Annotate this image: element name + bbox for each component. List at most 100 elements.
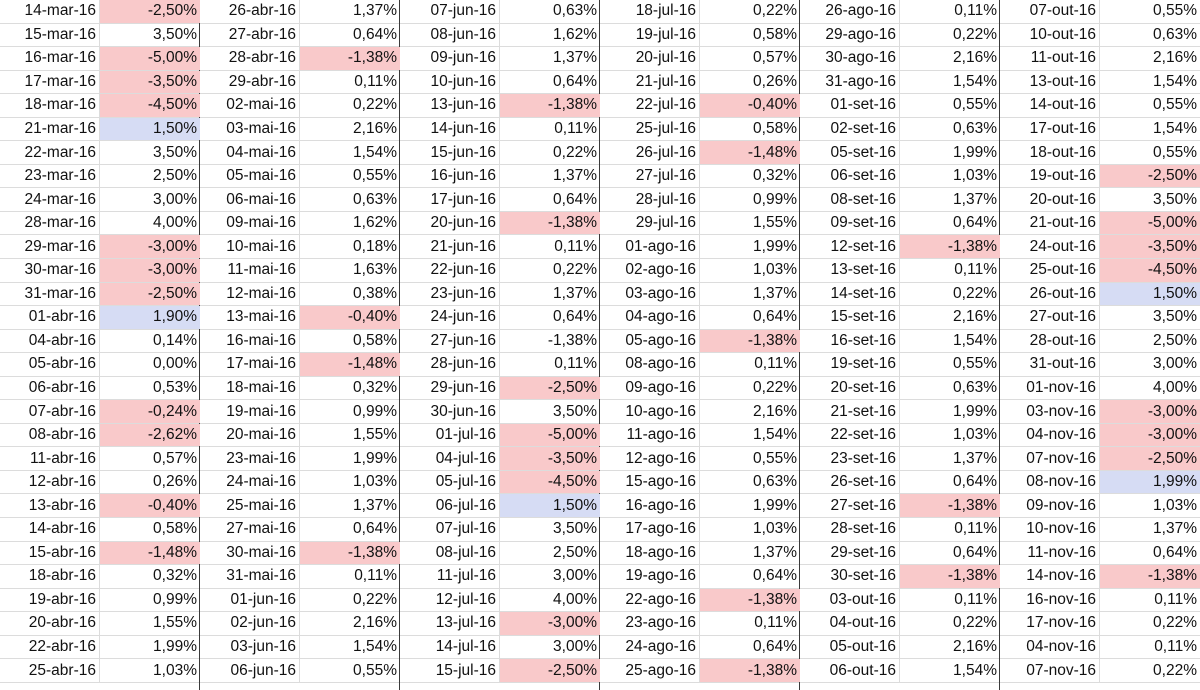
- value-cell[interactable]: 0,11%: [1154, 638, 1197, 656]
- date-cell[interactable]: 30-set-16: [800, 565, 900, 588]
- value-cell[interactable]: -0,24%: [100, 400, 200, 423]
- value-cell[interactable]: 1,37%: [553, 167, 597, 185]
- value-cell[interactable]: 0,64%: [753, 567, 797, 585]
- value-cell[interactable]: 2,16%: [353, 614, 397, 632]
- date-cell[interactable]: 06-jun-16: [200, 659, 300, 682]
- date-cell[interactable]: 30-mai-16: [200, 541, 300, 565]
- date-cell[interactable]: 10-jun-16: [400, 70, 500, 94]
- value-cell[interactable]: -2,50%: [500, 376, 600, 400]
- value-cell[interactable]: 0,11%: [554, 355, 597, 373]
- value-cell[interactable]: 0,53%: [153, 379, 197, 397]
- value-cell[interactable]: 1,37%: [953, 449, 997, 467]
- value-cell[interactable]: 0,57%: [753, 49, 797, 67]
- date-cell[interactable]: 24-jun-16: [400, 306, 500, 329]
- date-cell[interactable]: 19-abr-16: [0, 588, 100, 612]
- value-cell[interactable]: -2,50%: [1100, 447, 1200, 470]
- date-cell[interactable]: 18-abr-16: [0, 565, 100, 588]
- value-cell[interactable]: 1,03%: [953, 167, 997, 185]
- value-cell[interactable]: 1,55%: [753, 214, 797, 232]
- date-cell[interactable]: 28-set-16: [800, 518, 900, 541]
- date-cell[interactable]: 31-mai-16: [200, 565, 300, 588]
- value-cell[interactable]: -1,38%: [700, 588, 800, 612]
- value-cell[interactable]: -0,40%: [100, 494, 200, 518]
- date-cell[interactable]: 14-out-16: [1000, 94, 1100, 117]
- value-cell[interactable]: 0,11%: [554, 237, 597, 255]
- date-cell[interactable]: 27-set-16: [800, 494, 900, 518]
- value-cell[interactable]: -1,38%: [300, 47, 400, 70]
- value-cell[interactable]: 3,00%: [553, 567, 597, 585]
- date-cell[interactable]: 03-jun-16: [200, 635, 300, 659]
- value-cell[interactable]: 0,58%: [753, 120, 797, 137]
- date-cell[interactable]: 14-jun-16: [400, 117, 500, 141]
- value-cell[interactable]: 1,37%: [753, 543, 797, 561]
- value-cell[interactable]: 3,00%: [553, 638, 597, 656]
- value-cell[interactable]: 0,99%: [153, 590, 197, 608]
- value-cell[interactable]: 1,54%: [353, 143, 397, 161]
- date-cell[interactable]: 27-mai-16: [200, 518, 300, 541]
- date-cell[interactable]: 28-mar-16: [0, 211, 100, 235]
- date-cell[interactable]: 28-jun-16: [400, 353, 500, 376]
- date-cell[interactable]: 08-jun-16: [400, 23, 500, 47]
- date-cell[interactable]: 04-abr-16: [0, 329, 100, 353]
- value-cell[interactable]: 0,11%: [954, 590, 997, 608]
- value-cell[interactable]: 1,99%: [953, 143, 997, 161]
- value-cell[interactable]: 0,32%: [153, 567, 197, 585]
- value-cell[interactable]: 3,00%: [1153, 355, 1197, 373]
- date-cell[interactable]: 01-set-16: [800, 94, 900, 117]
- date-cell[interactable]: 27-jul-16: [600, 164, 700, 188]
- value-cell[interactable]: 0,26%: [753, 72, 797, 90]
- value-cell[interactable]: 0,11%: [954, 2, 997, 20]
- date-cell[interactable]: 27-jun-16: [400, 329, 500, 353]
- value-cell[interactable]: 1,50%: [1100, 282, 1200, 306]
- date-cell[interactable]: 15-jun-16: [400, 141, 500, 164]
- date-cell[interactable]: 23-ago-16: [600, 612, 700, 635]
- date-cell[interactable]: 30-mar-16: [0, 259, 100, 282]
- value-cell[interactable]: 0,55%: [953, 355, 997, 373]
- date-cell[interactable]: 30-ago-16: [800, 47, 900, 70]
- date-cell[interactable]: 17-mai-16: [200, 353, 300, 376]
- date-cell[interactable]: 29-mar-16: [0, 235, 100, 259]
- value-cell[interactable]: -2,50%: [500, 659, 600, 682]
- value-cell[interactable]: -2,50%: [100, 282, 200, 306]
- value-cell[interactable]: -1,48%: [700, 141, 800, 164]
- date-cell[interactable]: 05-mai-16: [200, 164, 300, 188]
- value-cell[interactable]: 1,37%: [353, 496, 397, 514]
- value-cell[interactable]: 4,00%: [1153, 379, 1197, 397]
- date-cell[interactable]: 22-set-16: [800, 423, 900, 447]
- value-cell[interactable]: 1,90%: [100, 306, 200, 329]
- date-cell[interactable]: 24-out-16: [1000, 235, 1100, 259]
- date-cell[interactable]: 24-mai-16: [200, 470, 300, 494]
- date-cell[interactable]: 07-jul-16: [400, 518, 500, 541]
- value-cell[interactable]: 2,16%: [953, 49, 997, 67]
- date-cell[interactable]: 23-mar-16: [0, 164, 100, 188]
- date-cell[interactable]: 25-ago-16: [600, 659, 700, 682]
- date-cell[interactable]: 04-jul-16: [400, 447, 500, 470]
- value-cell[interactable]: 0,55%: [1153, 143, 1197, 161]
- date-cell[interactable]: 01-jul-16: [400, 423, 500, 447]
- date-cell[interactable]: 17-out-16: [1000, 117, 1100, 141]
- date-cell[interactable]: 29-jul-16: [600, 211, 700, 235]
- date-cell[interactable]: 01-jun-16: [200, 588, 300, 612]
- date-cell[interactable]: 12-jul-16: [400, 588, 500, 612]
- value-cell[interactable]: -1,38%: [700, 659, 800, 682]
- date-cell[interactable]: 13-abr-16: [0, 494, 100, 518]
- date-cell[interactable]: 25-out-16: [1000, 259, 1100, 282]
- value-cell[interactable]: -1,38%: [500, 94, 600, 117]
- value-cell[interactable]: 1,54%: [953, 661, 997, 679]
- date-cell[interactable]: 25-jul-16: [600, 117, 700, 141]
- date-cell[interactable]: 14-mar-16: [0, 0, 100, 23]
- value-cell[interactable]: 0,22%: [353, 590, 397, 608]
- value-cell[interactable]: -0,40%: [700, 94, 800, 117]
- value-cell[interactable]: 3,50%: [1153, 190, 1197, 208]
- date-cell[interactable]: 05-set-16: [800, 141, 900, 164]
- value-cell[interactable]: 3,00%: [153, 190, 197, 208]
- value-cell[interactable]: 0,11%: [354, 567, 397, 585]
- value-cell[interactable]: 1,54%: [753, 426, 797, 444]
- value-cell[interactable]: 1,37%: [553, 284, 597, 302]
- date-cell[interactable]: 09-nov-16: [1000, 494, 1100, 518]
- date-cell[interactable]: 21-jul-16: [600, 70, 700, 94]
- value-cell[interactable]: 1,03%: [153, 661, 197, 679]
- date-cell[interactable]: 07-jun-16: [400, 0, 500, 23]
- value-cell[interactable]: 1,62%: [353, 214, 397, 232]
- date-cell[interactable]: 21-mar-16: [0, 117, 100, 141]
